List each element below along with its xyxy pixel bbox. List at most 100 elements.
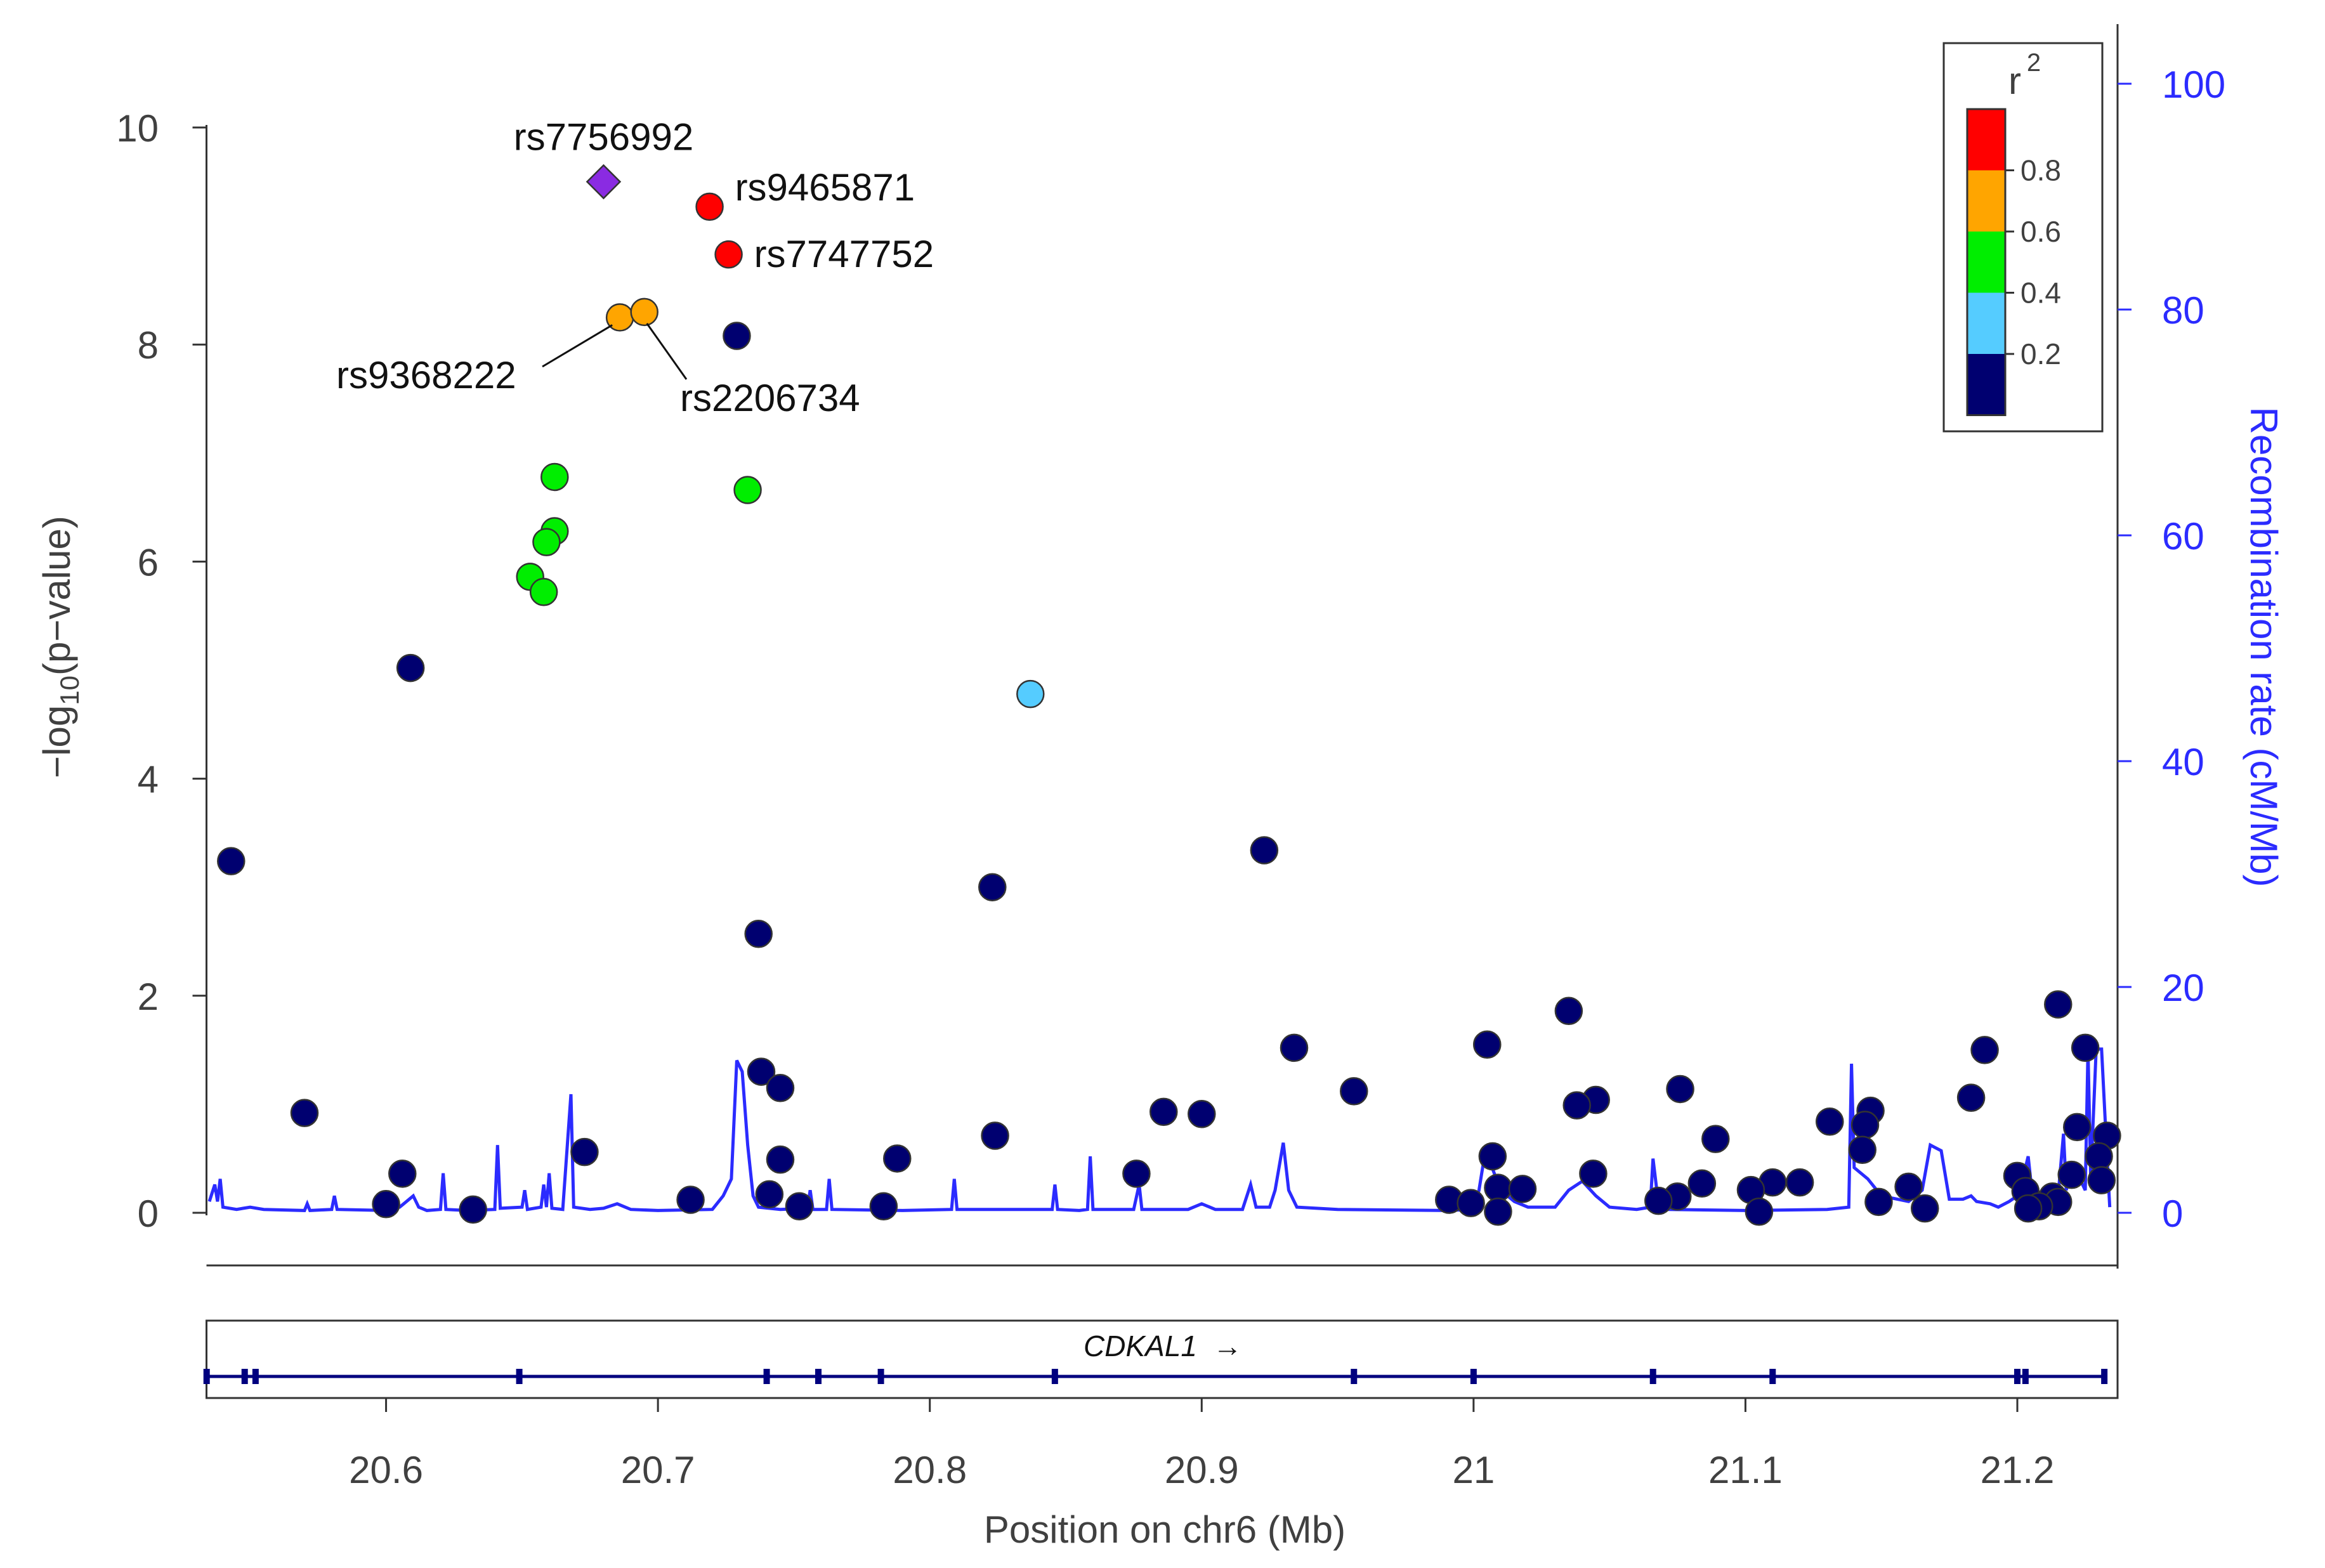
- snp-point-r2-low: [2087, 1166, 2116, 1194]
- x-tick-label: 21: [1452, 1449, 1495, 1491]
- x-tick-label: 21.2: [1981, 1449, 2055, 1491]
- axis-labels: Position on chr6 (Mb) −log10(p−value) Reco…: [36, 407, 2285, 1551]
- y2-axis-title: Recombination rate (cM/Mb): [2243, 407, 2285, 887]
- y-axis-title-rest: (p−value): [36, 516, 78, 676]
- gene-exon: [763, 1369, 770, 1384]
- x-tick-label: 20.9: [1165, 1449, 1239, 1491]
- snp-point-r2-low: [1484, 1198, 1512, 1226]
- points-layer: [217, 164, 2121, 1226]
- snp-point-r2-low: [869, 1192, 898, 1220]
- gene-name: CDKAL1: [1084, 1330, 1197, 1362]
- snp-point-r2-low: [766, 1145, 795, 1174]
- y-tick-label: 4: [138, 759, 159, 801]
- snp-point-r2-low: [978, 873, 1007, 901]
- snp-point-r2-low: [1894, 1172, 1923, 1201]
- snp-point-r2-low: [1508, 1175, 1537, 1203]
- snp-point-r2-04: [529, 578, 558, 606]
- y-tick-label: 8: [138, 324, 159, 367]
- snp-point-r2-low: [1562, 1091, 1591, 1120]
- snp-point-r2-low: [2085, 1142, 2113, 1171]
- snp-point-r2-high: [695, 192, 724, 221]
- snp-point-r2-low: [1970, 1036, 1999, 1064]
- snp-point-r2-06: [630, 297, 658, 327]
- snp-point-r2-low: [290, 1099, 319, 1127]
- snp-point-r2-low: [1864, 1187, 1893, 1217]
- legend-title: r: [2008, 60, 2021, 102]
- snp-point-r2-low: [1666, 1075, 1694, 1104]
- snp-point-r2-low: [1579, 1160, 1608, 1188]
- snp-point-r2-low: [396, 653, 425, 683]
- legend-tick-label: 0.8: [2020, 154, 2061, 187]
- snp-point-r2-low: [388, 1160, 417, 1188]
- y-axis-title-main: −log: [36, 705, 78, 778]
- y-tick-label: 0: [138, 1192, 159, 1235]
- snp-point-r2-low: [2071, 1033, 2100, 1062]
- snp-point-r2-low: [1478, 1142, 1507, 1171]
- snp-point-r2-04: [540, 462, 569, 492]
- snp-point-r2-low: [883, 1144, 912, 1173]
- snp-point-r2-low: [1340, 1077, 1368, 1106]
- legend: r 2 0.8 0.6 0.4 0.2: [1942, 42, 2104, 433]
- snp-point-r2-low: [1701, 1125, 1730, 1153]
- y-axis-title-subscript: 10: [55, 676, 84, 705]
- snp-label-leader: [542, 324, 613, 368]
- legend-tick-label: 0.6: [2020, 215, 2061, 248]
- legend-swatch: [1967, 292, 2005, 354]
- snp-point-r2-low: [2063, 1113, 2092, 1142]
- legend-colorbar-frame: [1966, 108, 2007, 416]
- snp-label-leader: [646, 323, 688, 380]
- gene-exon: [815, 1369, 822, 1384]
- snp-point-r2-low: [1745, 1198, 1774, 1226]
- y2-tick-label: 100: [2162, 63, 2225, 106]
- snp-point-r2-low: [676, 1186, 705, 1214]
- snp-point-r2-04: [532, 528, 561, 556]
- snp-point-r2-low: [1280, 1033, 1309, 1062]
- snp-label: rs7756992: [514, 116, 694, 159]
- legend-swatch: [1967, 170, 2005, 232]
- legend-swatch: [1967, 354, 2005, 415]
- snp-label: rs9368222: [336, 354, 516, 396]
- snp-point-r2-low: [1457, 1189, 1485, 1217]
- legend-tick-label: 0.2: [2020, 337, 2061, 370]
- legend-swatch: [1967, 232, 2005, 293]
- snp-point-r2-low: [755, 1180, 784, 1209]
- snp-point-r2-low: [372, 1190, 400, 1218]
- gene-exon: [1649, 1369, 1656, 1384]
- gene-track-frame: [206, 1319, 2119, 1399]
- gene-exon: [877, 1369, 884, 1384]
- snp-point-r2-low: [217, 847, 246, 875]
- gene-exon: [203, 1369, 210, 1384]
- snp-point-r2-low: [1956, 1083, 1986, 1112]
- gene-exon: [2014, 1369, 2020, 1384]
- x-tick-label: 20.7: [621, 1449, 695, 1491]
- legend-swatch: [1967, 109, 2005, 171]
- snp-point-r2-low: [1911, 1194, 1939, 1223]
- snp-point-r2-low: [1644, 1186, 1673, 1215]
- gene-exon: [2101, 1369, 2108, 1384]
- snp-point-r2-low: [1473, 1030, 1502, 1059]
- snp-point-r2-low: [744, 920, 773, 948]
- x-tick-label: 20.8: [893, 1449, 967, 1491]
- gene-exon: [1470, 1369, 1477, 1384]
- gene-exon: [1351, 1369, 1358, 1384]
- snp-point-r2-low: [459, 1195, 487, 1224]
- y-tick-label: 2: [138, 976, 159, 1018]
- y-tick-label: 6: [138, 541, 159, 584]
- snp-point-r2-02: [1016, 679, 1045, 709]
- y2-tick-label: 60: [2162, 515, 2204, 558]
- y2-tick-label: 80: [2162, 289, 2204, 332]
- snp-point-r2-low: [1188, 1100, 1216, 1128]
- snp-label: rs2206734: [680, 377, 860, 419]
- snp-point-r2-low: [1816, 1107, 1844, 1136]
- snp-point-r2-low: [1250, 836, 1279, 865]
- legend-tick-label: 0.4: [2020, 277, 2061, 310]
- snp-point-r2-high: [714, 240, 743, 269]
- snp-point-r2-low: [2014, 1194, 2043, 1223]
- annotations-layer: rs7756992 rs9465871 rs7747752 rs9368222 rs22…: [336, 116, 934, 419]
- snp-point-r2-low: [2057, 1160, 2086, 1189]
- snp-point-r2-low: [766, 1073, 795, 1102]
- gene-exon: [1051, 1369, 1058, 1384]
